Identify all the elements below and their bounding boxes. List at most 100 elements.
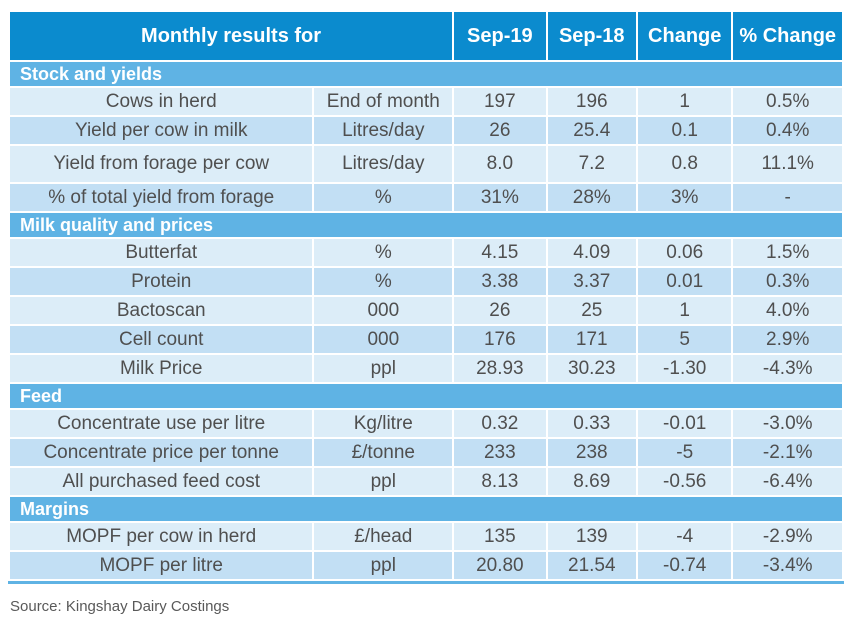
table-row: % of total yield from forage% 31% 28% 3% - [10, 184, 842, 211]
value-change: 0.8 [637, 146, 732, 182]
metric-label: All purchased feed cost [10, 468, 313, 495]
metric-unit: ppl [314, 552, 453, 579]
header-row: Monthly results for Sep-19 Sep-18 Change… [10, 12, 842, 60]
value-change: 0.01 [637, 268, 732, 295]
value-sep18: 30.23 [547, 355, 636, 382]
value-sep18: 8.69 [547, 468, 636, 495]
value-sep18: 28% [547, 184, 636, 211]
section-header: Stock and yields [10, 62, 842, 86]
value-change: -1.30 [637, 355, 732, 382]
metric-label: Butterfat [10, 239, 313, 266]
metric-unit: % [314, 184, 453, 211]
table-row: Yield per cow in milk Litres/day 26 25.4 0.1… [10, 117, 842, 144]
table-row: MOPF per cow in herd £/head 135 139 -4 -2.9% [10, 523, 842, 550]
value-sep18: 21.54 [547, 552, 636, 579]
metric-label: Cell count [10, 326, 313, 353]
value-change: 1 [637, 88, 732, 115]
value-sep19: 197 [454, 88, 546, 115]
value-sep19: 8.13 [454, 468, 546, 495]
value-change: 1 [637, 297, 732, 324]
section-header: Feed [10, 384, 842, 408]
metric-label: MOPF per litre [10, 552, 313, 579]
value-change: 3% [637, 184, 732, 211]
value-sep18: 0.33 [547, 410, 636, 437]
table-row: All purchased feed cost ppl 8.13 8.69 -0.56-… [10, 468, 842, 495]
value-sep18: 4.09 [547, 239, 636, 266]
value-sep18: 3.37 [547, 268, 636, 295]
value-sep19: 8.0 [454, 146, 546, 182]
value-pct-change: 0.3% [733, 268, 842, 295]
column-header-sep18: Sep-18 [547, 12, 636, 60]
metric-unit: ppl [314, 468, 453, 495]
value-change: -0.01 [637, 410, 732, 437]
metric-unit: Kg/litre [314, 410, 453, 437]
metric-unit: £/head [314, 523, 453, 550]
table-row: Yield from forage per cow Litres/day 8.0 7.… [10, 146, 842, 182]
value-pct-change: -4.3% [733, 355, 842, 382]
source-note: Source: Kingshay Dairy Costings [10, 598, 230, 615]
value-sep18: 238 [547, 439, 636, 466]
metric-unit: ppl [314, 355, 453, 382]
value-change: -4 [637, 523, 732, 550]
section-row: Stock and yields [10, 62, 842, 86]
metric-label: Milk Price [10, 355, 313, 382]
results-table-grid: Monthly results for Sep-19 Sep-18 Change… [8, 10, 844, 581]
value-change: 0.06 [637, 239, 732, 266]
metric-label: Yield per cow in milk [10, 117, 313, 144]
value-pct-change: 4.0% [733, 297, 842, 324]
table-title: Monthly results for [10, 12, 453, 60]
value-sep18: 139 [547, 523, 636, 550]
value-sep19: 135 [454, 523, 546, 550]
metric-unit: Litres/day [314, 117, 453, 144]
value-sep18: 25 [547, 297, 636, 324]
column-header-pct-change: % Change [733, 12, 842, 60]
value-pct-change: -2.9% [733, 523, 842, 550]
value-sep19: 4.15 [454, 239, 546, 266]
value-pct-change: 0.4% [733, 117, 842, 144]
value-sep19: 31% [454, 184, 546, 211]
value-pct-change: 2.9% [733, 326, 842, 353]
section-header: Milk quality and prices [10, 213, 842, 237]
value-sep19: 3.38 [454, 268, 546, 295]
value-sep19: 20.80 [454, 552, 546, 579]
value-pct-change: -3.4% [733, 552, 842, 579]
value-pct-change: 1.5% [733, 239, 842, 266]
metric-label: Yield from forage per cow [10, 146, 313, 182]
metric-label: Concentrate price per tonne [10, 439, 313, 466]
table-row: Cell count 000 176 171 5 2.9% [10, 326, 842, 353]
value-sep19: 0.32 [454, 410, 546, 437]
value-sep18: 7.2 [547, 146, 636, 182]
metric-label: % of total yield from forage [10, 184, 313, 211]
value-sep18: 171 [547, 326, 636, 353]
value-pct-change: -2.1% [733, 439, 842, 466]
table-row: Butterfat% 4.15 4.09 0.06 1.5% [10, 239, 842, 266]
value-sep19: 176 [454, 326, 546, 353]
table-row: Milk Price ppl 28.93 30.23 -1.30 -4.3% [10, 355, 842, 382]
value-change: -0.74 [637, 552, 732, 579]
value-sep18: 25.4 [547, 117, 636, 144]
metric-unit: 000 [314, 326, 453, 353]
value-pct-change: 0.5% [733, 88, 842, 115]
value-change: 5 [637, 326, 732, 353]
value-sep19: 28.93 [454, 355, 546, 382]
metric-unit: % [314, 239, 453, 266]
value-change: 0.1 [637, 117, 732, 144]
table-row: MOPF per litre ppl 20.80 21.54 -0.74 -3.4% [10, 552, 842, 579]
section-row: Margins [10, 497, 842, 521]
metric-label: Concentrate use per litre [10, 410, 313, 437]
table-row: Concentrate use per litre Kg/litre 0.32 0.3… [10, 410, 842, 437]
value-pct-change: -3.0% [733, 410, 842, 437]
monthly-results-table: Monthly results for Sep-19 Sep-18 Change… [8, 10, 844, 584]
value-change: -0.56 [637, 468, 732, 495]
value-sep19: 26 [454, 297, 546, 324]
metric-label: Cows in herd [10, 88, 313, 115]
metric-unit: £/tonne [314, 439, 453, 466]
table-row: Protein% 3.38 3.37 0.01 0.3% [10, 268, 842, 295]
metric-label: MOPF per cow in herd [10, 523, 313, 550]
metric-unit: End of month [314, 88, 453, 115]
value-sep19: 233 [454, 439, 546, 466]
table-row: Bactoscan 000 26 25 1 4.0% [10, 297, 842, 324]
value-pct-change: - [733, 184, 842, 211]
metric-label: Protein [10, 268, 313, 295]
metric-unit: 000 [314, 297, 453, 324]
